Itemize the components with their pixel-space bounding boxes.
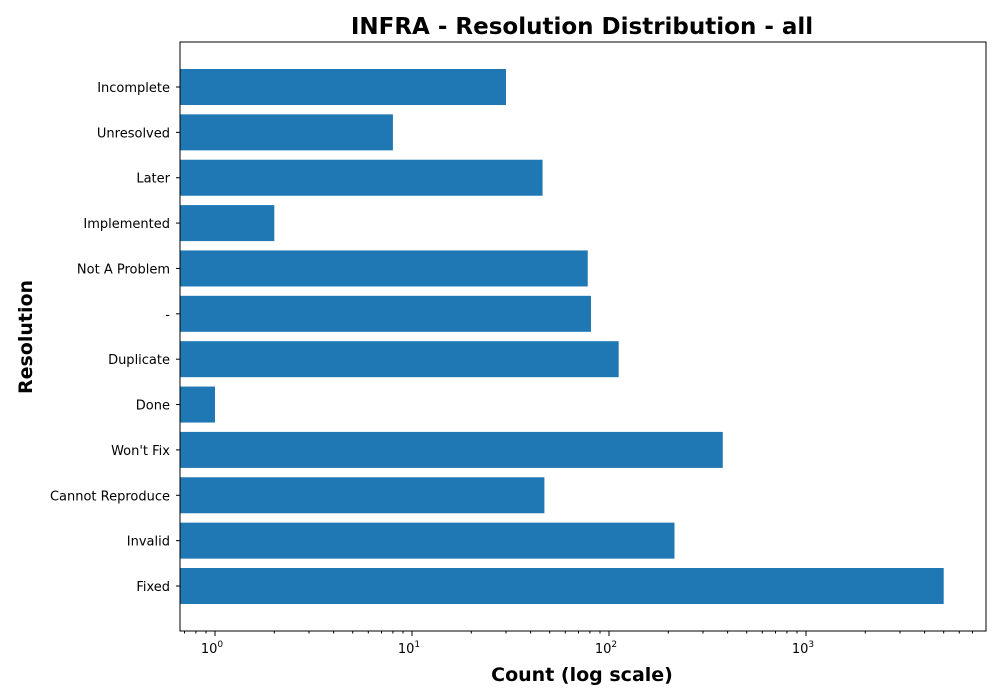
y-tick-label-11: Incomplete bbox=[97, 81, 170, 96]
x-tick-label-0: 100 bbox=[201, 640, 224, 657]
bar-6 bbox=[180, 295, 591, 332]
bar-10 bbox=[180, 114, 393, 151]
x-axis-ticks: 100 101 102 103 bbox=[183, 631, 973, 657]
bar-11 bbox=[180, 69, 506, 105]
y-tick-label-8: Implemented bbox=[83, 217, 170, 232]
plot-frame bbox=[179, 41, 987, 632]
y-tick-label-7: Not A Problem bbox=[77, 262, 170, 277]
y-tick-label-0: Fixed bbox=[136, 580, 170, 595]
y-tick-label-10: Unresolved bbox=[97, 126, 170, 141]
bar-5 bbox=[180, 341, 619, 378]
bar-2 bbox=[180, 477, 545, 514]
y-tick-label-1: Invalid bbox=[127, 535, 170, 550]
chart-title: INFRA - Resolution Distribution - all bbox=[351, 14, 813, 40]
bar-0 bbox=[180, 568, 944, 604]
bar-3 bbox=[180, 431, 723, 468]
y-tick-label-4: Done bbox=[136, 399, 170, 414]
bar-4 bbox=[180, 386, 215, 423]
y-tick-label-2: Cannot Reproduce bbox=[50, 489, 170, 504]
y-tick-label-3: Won't Fix bbox=[111, 444, 170, 459]
x-tick-label-1: 101 bbox=[398, 640, 420, 657]
y-tick-label-5: Duplicate bbox=[108, 353, 170, 368]
x-axis-label: Count (log scale) bbox=[491, 664, 673, 686]
bar-1 bbox=[180, 522, 675, 559]
bar-7 bbox=[180, 250, 588, 287]
x-tick-label-3: 103 bbox=[792, 640, 814, 657]
x-tick-label-2: 102 bbox=[595, 640, 617, 657]
y-axis-ticks: Fixed Invalid Cannot Reproduce Won't Fix Don… bbox=[50, 81, 180, 595]
bars-group bbox=[180, 69, 944, 604]
y-tick-label-9: Later bbox=[136, 172, 170, 187]
y-axis-label: Resolution bbox=[15, 280, 37, 394]
bar-8 bbox=[180, 205, 275, 242]
bar-9 bbox=[180, 159, 543, 196]
y-tick-label-6: - bbox=[165, 308, 170, 323]
